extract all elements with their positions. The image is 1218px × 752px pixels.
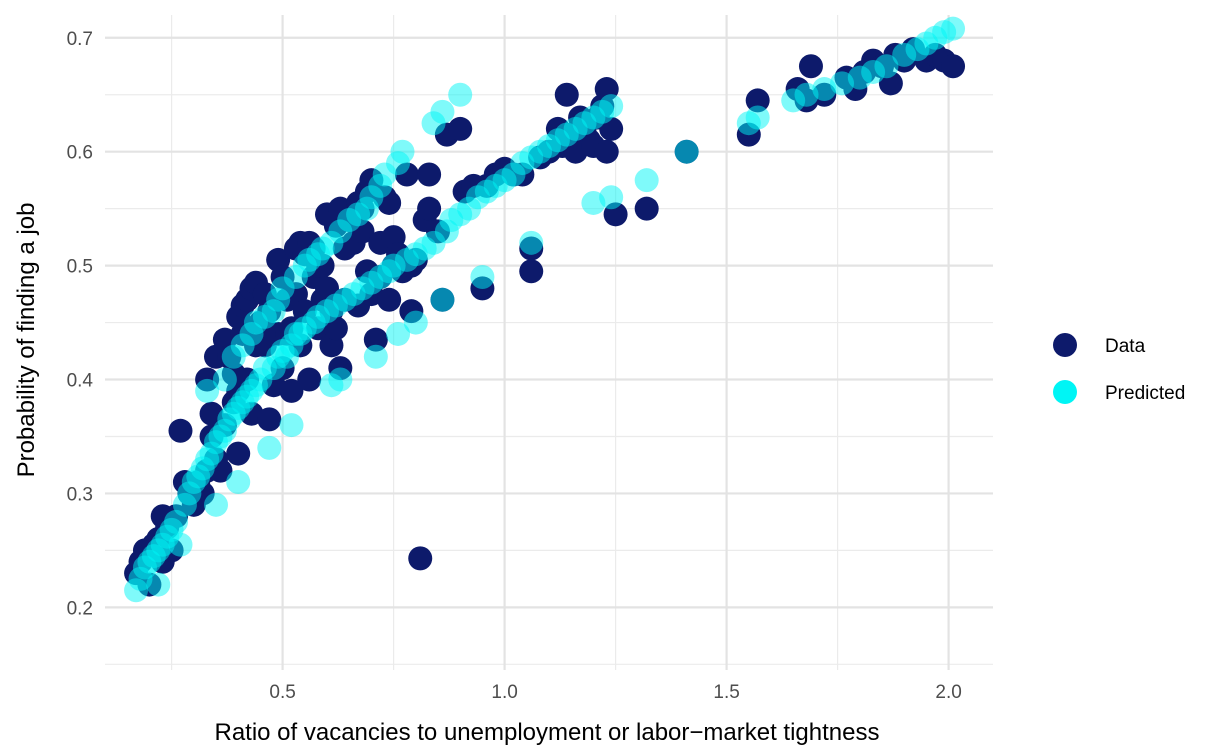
point-predicted bbox=[634, 168, 659, 193]
point-predicted bbox=[390, 139, 415, 164]
major-gridlines bbox=[105, 15, 993, 670]
point-predicted bbox=[599, 185, 624, 210]
point-predicted bbox=[470, 265, 495, 289]
point-predicted bbox=[257, 435, 282, 460]
legend-key-predicted bbox=[1053, 380, 1077, 404]
legend: Data Predicted bbox=[1053, 333, 1185, 404]
point-data bbox=[377, 287, 402, 312]
point-data bbox=[417, 196, 442, 221]
point-predicted bbox=[204, 492, 228, 517]
point-predicted bbox=[941, 16, 966, 41]
x-axis-title: Ratio of vacancies to unemployment or la… bbox=[214, 719, 879, 746]
point-predicted bbox=[448, 82, 473, 107]
x-tick-label: 0.5 bbox=[269, 682, 295, 703]
y-tick-label: 0.3 bbox=[67, 484, 93, 505]
x-tick-label: 2.0 bbox=[935, 682, 961, 703]
series-predicted bbox=[124, 16, 966, 603]
point-predicted bbox=[874, 54, 899, 79]
point-predicted bbox=[279, 413, 304, 438]
y-axis-title: Probability of finding a job bbox=[13, 203, 40, 478]
point-predicted bbox=[226, 470, 251, 495]
point-predicted bbox=[745, 105, 770, 130]
point-data bbox=[634, 196, 659, 221]
x-axis-tick-labels: 0.5 1.0 1.5 2.0 bbox=[269, 682, 961, 703]
legend-label-data: Data bbox=[1105, 336, 1146, 357]
point-data bbox=[519, 259, 544, 284]
point-data bbox=[745, 88, 770, 113]
x-tick-label: 1.0 bbox=[491, 682, 517, 703]
y-axis-tick-labels: 0.2 0.3 0.4 0.5 0.6 0.7 bbox=[67, 29, 94, 620]
point-data bbox=[554, 82, 579, 107]
y-tick-label: 0.7 bbox=[67, 29, 93, 50]
point-data bbox=[226, 441, 251, 466]
y-tick-label: 0.2 bbox=[67, 598, 93, 619]
point-data bbox=[408, 546, 433, 571]
point-data bbox=[941, 54, 966, 79]
point-predicted bbox=[599, 94, 624, 119]
point-predicted bbox=[363, 344, 388, 369]
point-predicted bbox=[386, 321, 411, 346]
legend-label-predicted: Predicted bbox=[1105, 383, 1185, 404]
point-data bbox=[297, 367, 322, 392]
y-tick-label: 0.6 bbox=[67, 143, 93, 164]
y-tick-label: 0.5 bbox=[67, 257, 93, 278]
data-points-layer bbox=[124, 16, 966, 603]
point-data bbox=[798, 54, 823, 79]
point-predicted bbox=[674, 139, 699, 164]
point-predicted bbox=[328, 367, 353, 392]
x-tick-label: 1.5 bbox=[713, 682, 739, 703]
point-predicted bbox=[430, 99, 455, 124]
point-predicted bbox=[146, 572, 171, 597]
point-predicted bbox=[168, 532, 193, 557]
point-data bbox=[363, 327, 388, 352]
point-data bbox=[594, 139, 619, 164]
y-tick-label: 0.4 bbox=[67, 371, 94, 392]
point-predicted bbox=[212, 367, 237, 392]
legend-key-data bbox=[1053, 333, 1077, 357]
point-predicted bbox=[430, 287, 455, 312]
point-predicted bbox=[403, 310, 428, 335]
point-data bbox=[417, 162, 442, 187]
point-data bbox=[257, 407, 282, 432]
point-predicted bbox=[195, 378, 220, 403]
point-data bbox=[279, 378, 304, 403]
point-data bbox=[448, 116, 473, 141]
point-predicted bbox=[519, 230, 544, 255]
point-data bbox=[168, 418, 193, 443]
